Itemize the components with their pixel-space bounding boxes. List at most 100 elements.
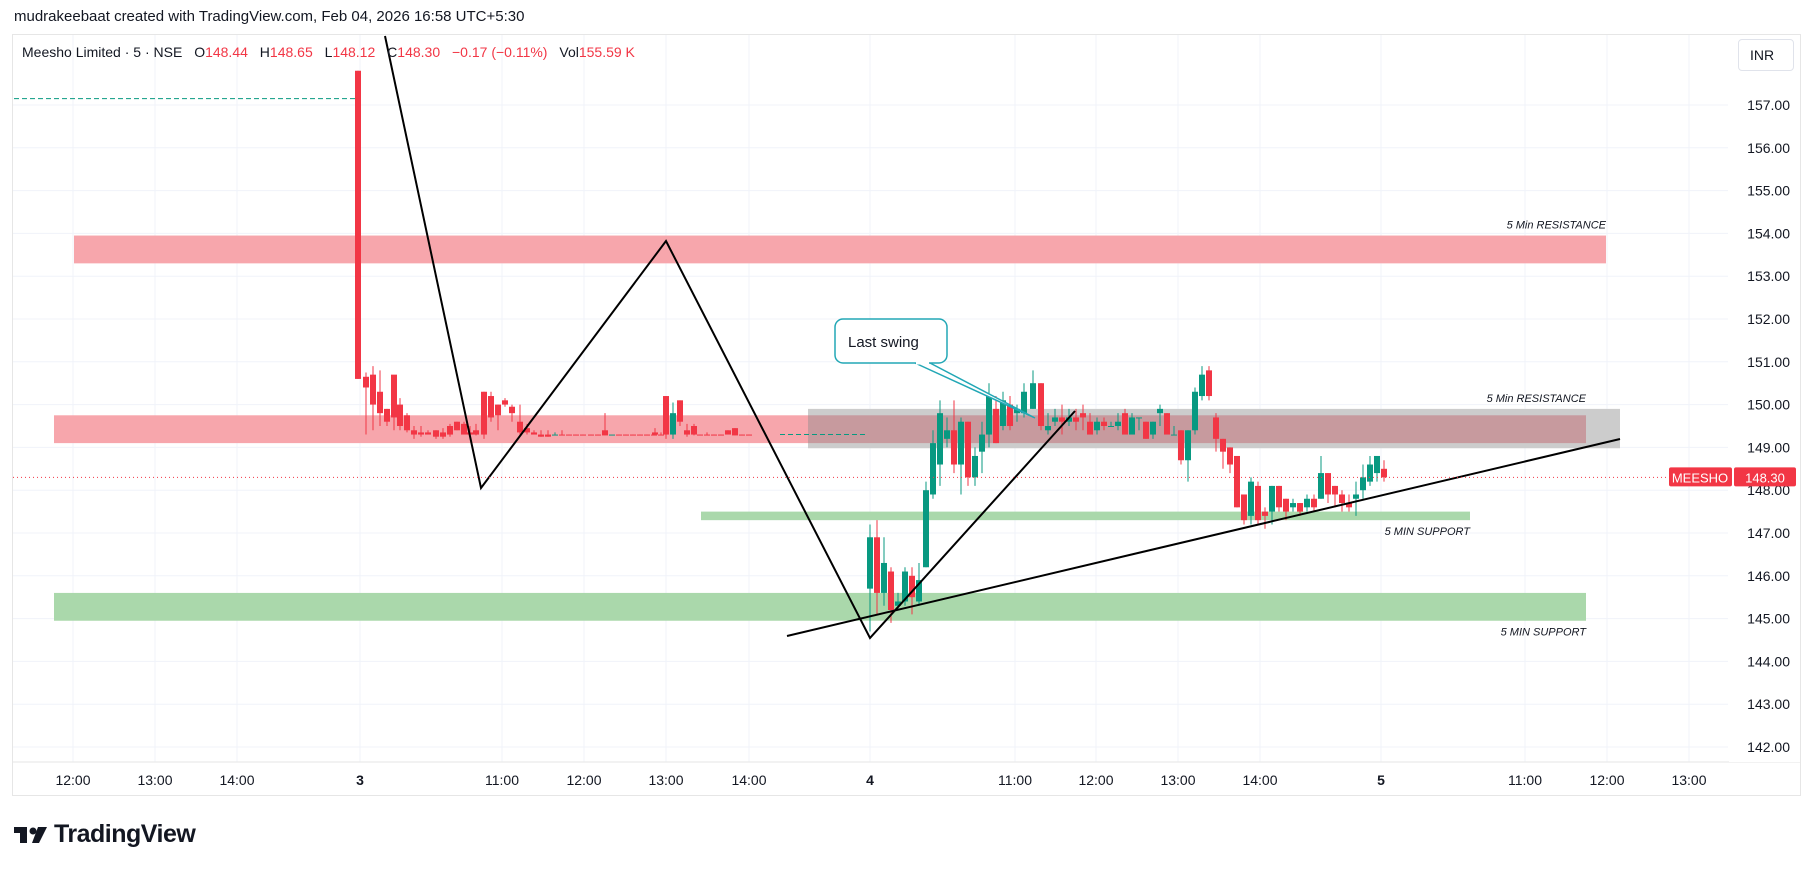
candle[interactable] bbox=[1325, 473, 1331, 504]
candle[interactable] bbox=[1030, 370, 1036, 409]
candle[interactable] bbox=[461, 421, 467, 435]
candle[interactable] bbox=[1220, 438, 1226, 469]
candle[interactable] bbox=[1073, 408, 1079, 431]
candle[interactable] bbox=[481, 391, 487, 439]
zone-rect[interactable] bbox=[54, 592, 1586, 621]
candle[interactable] bbox=[670, 402, 676, 439]
candle[interactable] bbox=[623, 434, 629, 436]
candle[interactable] bbox=[1080, 404, 1086, 431]
candle[interactable] bbox=[1262, 507, 1268, 529]
candle[interactable] bbox=[874, 520, 880, 615]
candle[interactable] bbox=[1171, 426, 1177, 436]
candle[interactable] bbox=[637, 434, 643, 436]
candle[interactable] bbox=[552, 432, 558, 436]
candle[interactable] bbox=[397, 398, 403, 431]
candle[interactable] bbox=[677, 400, 683, 426]
candle[interactable] bbox=[746, 434, 752, 436]
candle[interactable] bbox=[1283, 498, 1289, 521]
candle[interactable] bbox=[965, 421, 971, 486]
candle[interactable] bbox=[1007, 396, 1013, 431]
candle[interactable] bbox=[566, 434, 572, 436]
candle[interactable] bbox=[1136, 417, 1142, 431]
candle[interactable] bbox=[580, 434, 586, 436]
currency-button[interactable]: INR bbox=[1738, 39, 1794, 71]
candle[interactable] bbox=[1038, 383, 1044, 431]
candle[interactable] bbox=[573, 434, 579, 436]
candle[interactable] bbox=[1276, 485, 1282, 512]
candle[interactable] bbox=[1052, 408, 1058, 426]
candle[interactable] bbox=[433, 430, 439, 439]
candle[interactable] bbox=[732, 428, 738, 436]
candle[interactable] bbox=[704, 432, 710, 436]
candle[interactable] bbox=[1087, 413, 1093, 435]
candle[interactable] bbox=[1185, 430, 1191, 482]
candle[interactable] bbox=[1115, 413, 1121, 431]
candle[interactable] bbox=[1248, 477, 1254, 525]
candle[interactable] bbox=[370, 366, 376, 431]
candle[interactable] bbox=[495, 404, 501, 431]
candle[interactable] bbox=[1269, 485, 1275, 525]
candle[interactable] bbox=[937, 400, 943, 486]
candle[interactable] bbox=[1129, 413, 1135, 435]
candle[interactable] bbox=[1199, 366, 1205, 401]
candle[interactable] bbox=[1332, 485, 1338, 508]
candle[interactable] bbox=[588, 434, 594, 436]
candle[interactable] bbox=[1122, 408, 1128, 435]
candle[interactable] bbox=[545, 430, 551, 437]
candle[interactable] bbox=[658, 432, 664, 436]
candle[interactable] bbox=[1255, 481, 1261, 525]
candle[interactable] bbox=[1178, 430, 1184, 465]
candle[interactable] bbox=[609, 434, 615, 436]
candle[interactable] bbox=[1059, 404, 1065, 435]
candle[interactable] bbox=[418, 426, 424, 437]
candle[interactable] bbox=[602, 413, 608, 436]
candle[interactable] bbox=[979, 421, 985, 474]
candle[interactable] bbox=[1339, 490, 1345, 512]
candle[interactable] bbox=[411, 426, 417, 439]
candle[interactable] bbox=[454, 421, 460, 431]
candle[interactable] bbox=[1164, 413, 1170, 435]
candle[interactable] bbox=[652, 428, 658, 435]
candle[interactable] bbox=[725, 430, 731, 435]
candle[interactable] bbox=[1381, 460, 1387, 482]
candle[interactable] bbox=[1150, 421, 1156, 439]
candle[interactable] bbox=[663, 396, 669, 439]
candle[interactable] bbox=[391, 374, 397, 431]
candle[interactable] bbox=[595, 434, 601, 436]
candle[interactable] bbox=[559, 430, 565, 436]
candle[interactable] bbox=[425, 430, 431, 435]
candle[interactable] bbox=[531, 430, 537, 435]
candle[interactable] bbox=[993, 396, 999, 444]
candle[interactable] bbox=[363, 372, 369, 435]
candle[interactable] bbox=[1143, 421, 1149, 439]
last-swing-callout[interactable]: Last swing bbox=[834, 318, 1036, 419]
candle[interactable] bbox=[1360, 464, 1366, 499]
candle[interactable] bbox=[1227, 447, 1233, 474]
candle[interactable] bbox=[881, 537, 887, 606]
candle[interactable] bbox=[944, 417, 950, 448]
candle[interactable] bbox=[1000, 391, 1006, 431]
candle[interactable] bbox=[1192, 387, 1198, 435]
candle[interactable] bbox=[404, 413, 410, 433]
candle[interactable] bbox=[377, 370, 383, 426]
candle[interactable] bbox=[651, 434, 657, 436]
trendline[interactable] bbox=[786, 438, 1621, 637]
candle[interactable] bbox=[473, 423, 479, 436]
candle[interactable] bbox=[718, 434, 724, 436]
candle[interactable] bbox=[867, 524, 873, 632]
candle[interactable] bbox=[616, 434, 622, 436]
candle[interactable] bbox=[739, 434, 745, 436]
candle[interactable] bbox=[684, 423, 690, 437]
candle[interactable] bbox=[1367, 455, 1373, 486]
candle[interactable] bbox=[930, 430, 936, 499]
candle[interactable] bbox=[1353, 481, 1359, 516]
candle[interactable] bbox=[1241, 494, 1247, 525]
candle[interactable] bbox=[1206, 366, 1212, 401]
tradingview-logo[interactable]: TradingView bbox=[14, 820, 196, 849]
candle[interactable] bbox=[509, 404, 515, 422]
candle[interactable] bbox=[691, 423, 697, 436]
candle[interactable] bbox=[1108, 421, 1114, 427]
candle[interactable] bbox=[630, 434, 636, 436]
candle[interactable] bbox=[384, 408, 390, 426]
